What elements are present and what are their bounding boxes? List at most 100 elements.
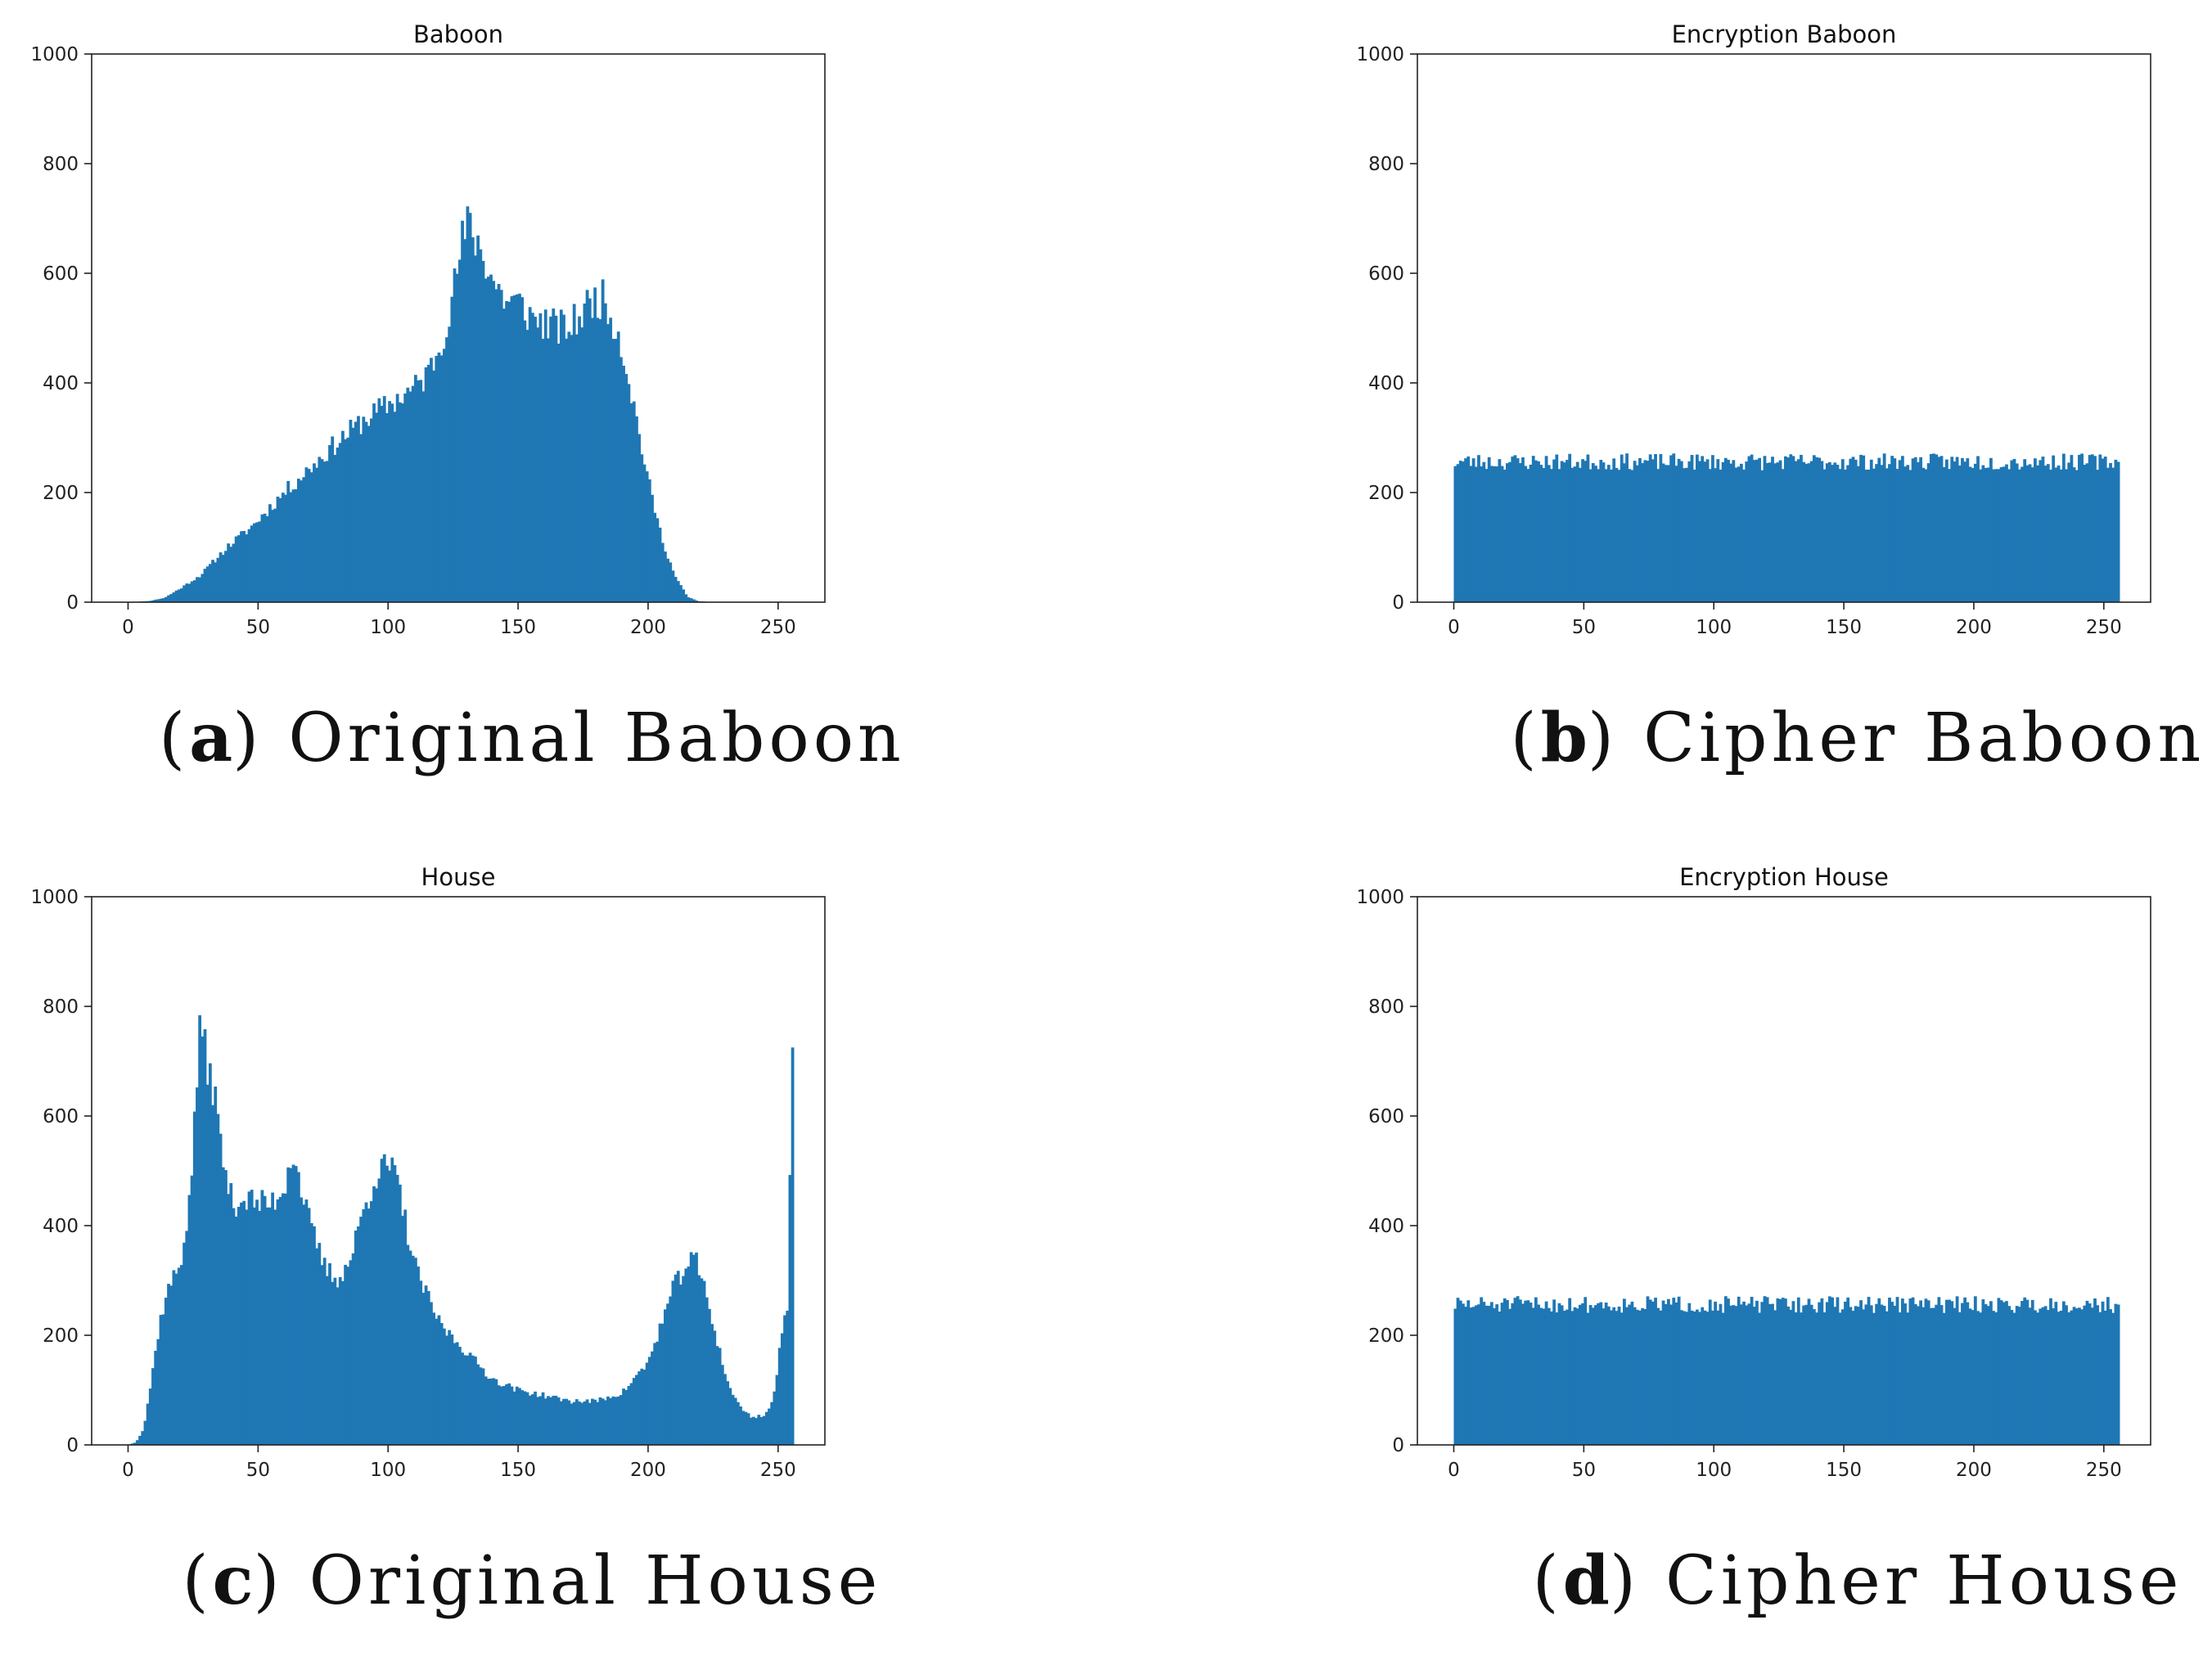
histogram-bar (1809, 461, 1813, 602)
histogram-bar (346, 1267, 350, 1445)
histogram-bar (190, 1175, 194, 1445)
histogram-bar (413, 375, 417, 602)
histogram-bar (1773, 463, 1777, 602)
histogram-bar (1513, 455, 1517, 602)
histogram-bar (674, 1274, 678, 1445)
histogram-bar (645, 1362, 649, 1445)
histogram-bar (541, 339, 545, 602)
histogram-bar (284, 1193, 287, 1445)
histogram-bar (632, 401, 636, 602)
histogram-bar (1534, 460, 1538, 602)
histogram-bar (273, 1209, 277, 1445)
histogram-bar (1539, 1307, 1543, 1445)
histogram-bar (1542, 468, 1546, 602)
histogram-bar (300, 1197, 303, 1445)
histogram-bar (1698, 1312, 1701, 1445)
histogram-bar (609, 317, 613, 602)
histogram-bar (1844, 469, 1847, 602)
histogram-bar (435, 355, 439, 602)
histogram-bar (167, 595, 170, 602)
histogram-bar (1477, 455, 1480, 602)
histogram-bar (543, 309, 547, 602)
histogram-bar (624, 374, 628, 602)
histogram-bar (192, 1111, 196, 1445)
histogram-bar (2080, 453, 2084, 602)
histogram-bar (1929, 1307, 1933, 1445)
histogram-bar (1679, 1310, 1683, 1445)
histogram-bar (2043, 466, 2048, 602)
histogram-bar (2030, 467, 2034, 602)
histogram-bar (2005, 464, 2008, 602)
histogram-bar (570, 1403, 574, 1445)
x-tick-label: 150 (500, 617, 536, 638)
histogram-bar (585, 290, 589, 602)
histogram-bar (1674, 1302, 1678, 1445)
caption-letter: a (189, 699, 233, 777)
histogram-bar (2059, 469, 2063, 602)
histogram-bar (1828, 461, 1831, 602)
histogram-bar (1529, 464, 1533, 602)
histogram-bar (486, 277, 490, 602)
histogram-bar (156, 1339, 160, 1445)
histogram-bar (167, 1284, 170, 1445)
histogram-bar (474, 1357, 477, 1445)
histogram-bar (1862, 1309, 1866, 1445)
histogram-bar (294, 488, 298, 602)
histogram-bar (2054, 1302, 2058, 1445)
histogram-bar (505, 301, 508, 602)
caption-cipher-baboon: (b) Cipher Baboon (1510, 699, 2205, 777)
histogram-bar (192, 580, 196, 602)
histogram-bar (601, 1398, 605, 1445)
histogram-bar (1557, 1303, 1561, 1445)
histogram-bar (1692, 1311, 1696, 1445)
histogram-bar (417, 1266, 420, 1445)
histogram-bar (530, 1394, 534, 1445)
histogram-bar (1654, 454, 1657, 602)
histogram-bar (336, 448, 340, 602)
histogram-bar (510, 296, 514, 602)
histogram-bar (1929, 453, 1933, 602)
histogram-bar (530, 313, 534, 602)
histogram-bar (1765, 1297, 1769, 1445)
bars (128, 1015, 795, 1445)
histogram-bar (679, 1285, 683, 1445)
chart-svg-encryption-baboon: Encryption Baboon 0 200 400 600 800 1000 0 50 100… (1356, 20, 2151, 638)
histogram-bar (1705, 459, 1710, 602)
histogram-bar (567, 1400, 571, 1445)
histogram-bar (1620, 454, 1624, 602)
histogram-bar (1524, 1300, 1528, 1445)
histogram-bar (250, 525, 254, 602)
histogram-bar (297, 1172, 300, 1445)
histogram-bar (1898, 1312, 1902, 1445)
histogram-bar (1659, 453, 1663, 602)
histogram-bar (419, 380, 423, 602)
histogram-bar (1851, 457, 1855, 602)
histogram-bar (1610, 469, 1613, 602)
plot-frame (91, 53, 826, 603)
histogram-bar (1482, 461, 1486, 602)
histogram-bar (1986, 1306, 1990, 1445)
histogram-bar (1586, 1312, 1590, 1445)
histogram-bar (728, 1388, 732, 1445)
histogram-bar (520, 1390, 525, 1445)
histogram-bar (369, 1201, 373, 1445)
histogram-bar (1789, 454, 1793, 602)
histogram-bar (705, 1297, 709, 1445)
histogram-bar (1739, 1304, 1743, 1445)
histogram-bar (664, 551, 667, 602)
histogram-bar (333, 454, 337, 602)
histogram-bar (1877, 457, 1881, 602)
histogram-bar (1511, 456, 1515, 602)
histogram-bar (1661, 463, 1665, 602)
x-tick-label: 200 (1956, 1460, 1992, 1481)
histogram-bar (1734, 467, 1738, 602)
histogram-bar (1822, 469, 1827, 602)
histogram-bar (596, 1402, 600, 1445)
histogram-bar (603, 303, 607, 602)
histogram-bar (1818, 457, 1822, 602)
histogram-bar (1547, 465, 1551, 602)
histogram-bar (1654, 1298, 1657, 1445)
bars (128, 206, 714, 603)
histogram-bar (307, 1208, 311, 1445)
histogram-bar (205, 566, 209, 602)
